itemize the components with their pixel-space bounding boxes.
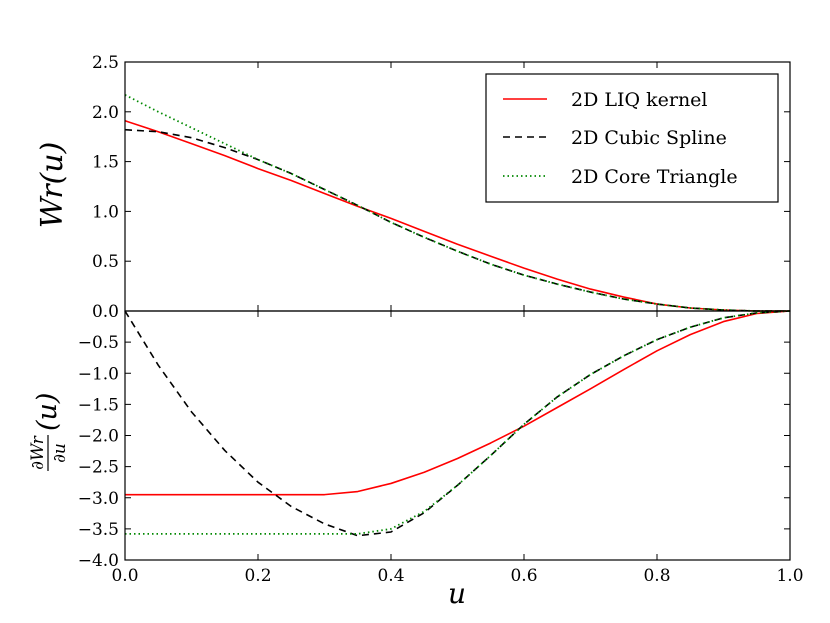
axis-ticks <box>124 61 791 561</box>
bottom-ytick-label: −1.0 <box>78 364 119 384</box>
top-y-axis-label: Wr(u) <box>35 142 70 229</box>
legend-box <box>485 73 779 203</box>
top-ytick-label: 1.0 <box>92 202 119 222</box>
top-ytick-label: 0.5 <box>92 252 119 272</box>
bottom-y-axis-label-denominator: ∂u <box>50 443 70 463</box>
xtick-label: 0.4 <box>377 566 404 586</box>
bottom-y-axis-label-numerator: ∂Wr <box>28 435 48 470</box>
top-ytick-label: 0.0 <box>92 302 119 322</box>
legend-label-cubic-spline: 2D Cubic Spline <box>571 127 727 149</box>
bottom-y-axis-label-suffix: (u) <box>32 393 63 431</box>
xtick-label: 0.2 <box>244 566 271 586</box>
xtick-label: 0.8 <box>643 566 670 586</box>
bottom-ytick-label: −1.5 <box>78 395 119 415</box>
top-y-axis-label-text: Wr(u) <box>35 142 70 229</box>
bottom-ytick-label: −4.0 <box>78 551 119 571</box>
xtick-label: 0.6 <box>510 566 537 586</box>
xtick-label: 0.0 <box>111 566 138 586</box>
top-panel-series <box>124 94 790 312</box>
legend-label-core-triangle: 2D Core Triangle <box>571 166 738 188</box>
top-series-2d-cubic-spline <box>124 128 790 312</box>
top-ytick-label: 1.5 <box>92 153 119 173</box>
axis-tick-labels: 0.0 0.5 1.0 1.5 2.0 2.5 −4.0 −3.5 −3.0 −2.5 −2.0 −1… <box>78 53 804 586</box>
top-ytick-label: 2.0 <box>92 103 119 123</box>
bottom-ytick-label: −0.5 <box>78 333 119 353</box>
bottom-series-2d-liq-kernel <box>125 310 791 496</box>
bottom-ytick-label: −3.5 <box>78 520 119 540</box>
bottom-ytick-label: −2.0 <box>78 427 119 447</box>
bottom-ytick-label: −2.5 <box>78 458 119 478</box>
bottom-y-axis-label: ∂Wr ∂u (u) <box>28 393 70 471</box>
top-ytick-label: 2.5 <box>92 53 119 73</box>
xtick-label: 1.0 <box>776 566 803 586</box>
bottom-panel-series <box>124 310 791 537</box>
x-axis-label: u <box>448 577 466 610</box>
top-series-2d-liq-kernel <box>124 120 790 312</box>
legend: 2D LIQ kernel 2D Cubic Spline 2D Core Tr… <box>485 73 779 203</box>
legend-label-liq: 2D LIQ kernel <box>571 89 708 111</box>
bottom-ytick-label: −3.0 <box>78 489 119 509</box>
bottom-series-2d-cubic-spline <box>124 310 791 537</box>
